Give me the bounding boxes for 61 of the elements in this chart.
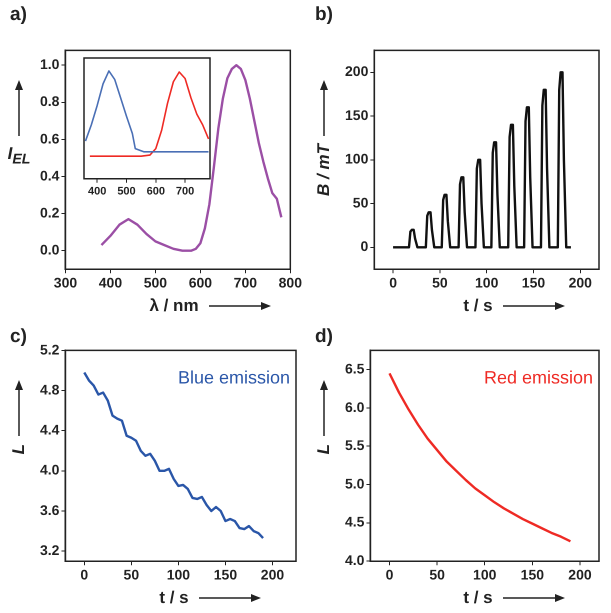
text: Red emission (484, 367, 593, 388)
x-tick-label: 300 (54, 274, 78, 290)
text: Blue emission (178, 367, 290, 388)
x-axis-title: t / s (159, 588, 189, 608)
y-tick-label: 0.2 (40, 204, 60, 220)
y-tick-label: 100 (345, 150, 369, 167)
y-tick-label: 0.8 (40, 93, 60, 110)
y-tick-label: 4.0 (344, 552, 365, 568)
x-tick-label: 600 (146, 185, 165, 198)
x-tick-label: 100 (166, 566, 190, 582)
y-tick-label: 4.0 (40, 462, 60, 478)
x-tick-label: 150 (214, 566, 238, 582)
y-tick-label: 0 (360, 238, 369, 254)
x-axis-title: t / s (463, 296, 493, 316)
x-tick-label: 200 (260, 566, 284, 582)
y-tick-label: 0.6 (40, 130, 60, 146)
chart-title: a) (10, 4, 27, 26)
y-tick-label: 5.0 (344, 475, 365, 492)
x-tick-label: 0 (80, 566, 88, 582)
x-tick-label: 400 (98, 274, 122, 290)
y-tick-label: 0.0 (40, 242, 60, 258)
x-axis-title: λ / nm (149, 296, 199, 316)
chart-title: b) (315, 4, 333, 26)
x-tick-label: 50 (124, 566, 140, 582)
y-tick-label: 4.5 (344, 514, 365, 530)
x-tick-label: 100 (475, 274, 499, 290)
y-tick-label: 5.5 (344, 437, 365, 454)
x-tick-label: 0 (389, 274, 398, 290)
x-tick-label: 400 (88, 185, 106, 198)
x-tick-label: 50 (429, 566, 446, 582)
x-tick-label: 100 (473, 566, 497, 582)
x-axis-title: t / s (463, 588, 493, 608)
y-tick-label: 6.0 (344, 398, 365, 415)
y-tick-label: 4.4 (40, 422, 60, 438)
y-tick-label: 0.4 (40, 167, 60, 184)
y-tick-label: 5.2 (40, 341, 60, 358)
x-tick-label: 700 (176, 185, 194, 198)
x-tick-label: 200 (568, 274, 592, 290)
x-tick-label: 50 (432, 274, 448, 290)
y-tick-label: 150 (345, 106, 369, 123)
y-axis-title: L (314, 444, 334, 454)
y-axis-title: I$_{EL}$ (8, 144, 30, 168)
y-tick-label: 3.2 (40, 542, 60, 558)
y-tick-label: 200 (345, 63, 369, 80)
y-tick-label: 1.0 (40, 56, 60, 72)
y-axis-title: B / mT (314, 144, 334, 196)
x-tick-label: 600 (188, 274, 212, 290)
x-tick-label: 500 (144, 274, 168, 290)
y-axis-title: L (9, 444, 29, 454)
y-tick-label: 6.5 (344, 360, 365, 376)
y-tick-label: 4.8 (40, 381, 60, 398)
x-tick-label: 0 (386, 566, 394, 582)
x-tick-label: 150 (522, 274, 546, 290)
x-tick-label: 800 (278, 274, 302, 290)
x-tick-label: 700 (234, 274, 258, 290)
chart-title: c) (10, 326, 27, 348)
y-tick-label: 3.6 (40, 502, 60, 518)
x-tick-label: 150 (520, 566, 544, 582)
chart-title: d) (315, 326, 333, 348)
x-tick-label: 500 (117, 185, 136, 198)
x-tick-label: 200 (568, 566, 592, 582)
